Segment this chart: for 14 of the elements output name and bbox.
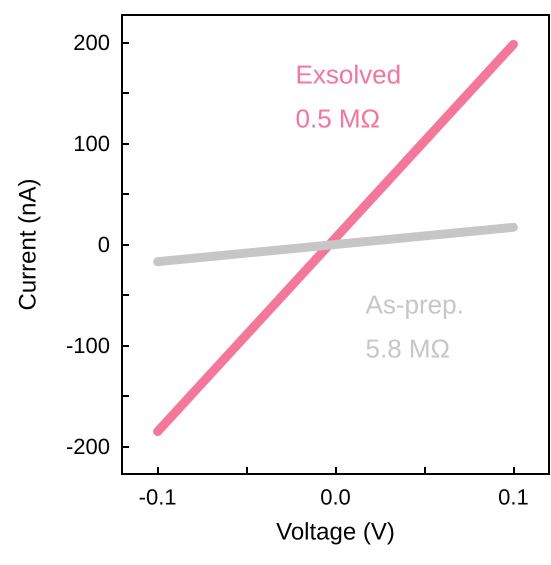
y-tick-label: 200 (73, 30, 110, 55)
y-tick-label: 0 (98, 232, 110, 257)
x-tick-label: 0.0 (320, 484, 351, 510)
x-tick-label: -0.1 (138, 484, 177, 510)
y-tick-label: 100 (73, 130, 110, 156)
y-axis-title: Current (nA) (14, 178, 42, 311)
annotation: 5.8 MΩ (366, 333, 450, 364)
y-tick-label: -200 (66, 434, 110, 460)
annotation: 0.5 MΩ (296, 103, 380, 134)
x-tick-label: 0.1 (498, 484, 529, 510)
text: Exsolved (296, 59, 402, 90)
y-tick-label: -100 (66, 333, 110, 358)
x-axis-title: Voltage (V) (276, 518, 395, 546)
series-label: As-prep. (366, 289, 464, 320)
